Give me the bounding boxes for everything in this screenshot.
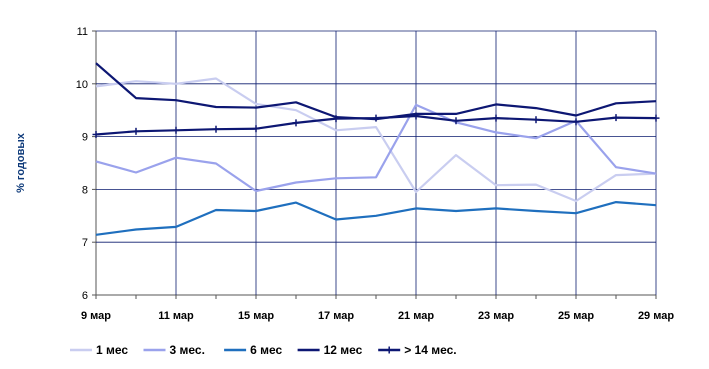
data-point <box>292 119 300 127</box>
data-point <box>132 127 140 135</box>
legend-label: > 14 мес. <box>404 343 456 357</box>
legend-item: 6 мес <box>224 343 283 357</box>
data-point <box>172 126 180 134</box>
data-point <box>252 125 260 133</box>
data-point <box>612 114 620 122</box>
legend-label: 1 мес <box>96 343 128 357</box>
series-line <box>95 77 657 203</box>
plot-area <box>95 31 656 296</box>
x-tick-label: 15 мар <box>238 310 274 322</box>
data-point <box>92 130 100 138</box>
x-tick-label: 29 мар <box>638 310 674 322</box>
legend-label: 12 мес <box>324 343 363 357</box>
series-2 <box>95 103 657 193</box>
data-point <box>372 114 380 122</box>
x-tick-label: 9 мар <box>81 310 111 322</box>
data-point <box>652 114 660 122</box>
data-point <box>532 116 540 124</box>
legend-item: 1 мес <box>70 343 128 357</box>
legend-label: 3 мес. <box>170 343 205 357</box>
x-tick-label: 21 мар <box>398 310 434 322</box>
series-3 <box>95 201 657 236</box>
legend-item: > 14 мес. <box>378 343 457 357</box>
series-line <box>95 201 657 236</box>
x-tick-label: 25 мар <box>558 310 594 322</box>
data-point <box>452 117 460 125</box>
x-tick-label: 11 мар <box>158 310 194 322</box>
legend-label: 6 мес <box>250 343 282 357</box>
y-tick-label: 11 <box>77 26 88 38</box>
legend: 1 мес 3 мес. 6 мес 12 мес > 14 мес. <box>70 343 457 357</box>
x-tick-label: 23 мар <box>478 310 514 322</box>
series-4 <box>95 62 657 121</box>
gridlines <box>96 30 657 295</box>
y-tick-label: 10 <box>76 79 88 91</box>
series-lines <box>92 62 660 236</box>
x-axis-ticks: 9 мар 11 мар 15 мар 17 мар 21 мар 23 мар 25 ма… <box>81 295 674 322</box>
series-1 <box>95 77 657 203</box>
y-tick-label: 6 <box>82 290 88 302</box>
data-point <box>492 114 500 122</box>
data-point <box>412 112 420 120</box>
x-tick-label: 17 мар <box>318 310 354 322</box>
data-point <box>212 125 220 133</box>
legend-item: 3 мес. <box>143 343 205 357</box>
y-axis-title: % годовых <box>15 132 27 193</box>
y-tick-label: 9 <box>82 132 88 144</box>
series-5 <box>92 112 660 138</box>
y-tick-label: 8 <box>82 184 88 196</box>
data-point <box>572 118 580 126</box>
y-tick-label: 7 <box>82 237 88 249</box>
series-line <box>95 62 657 121</box>
data-point <box>332 115 340 123</box>
legend-item: 12 мес <box>297 343 363 357</box>
y-axis-ticks: 6 7 8 9 10 11 <box>76 26 96 302</box>
